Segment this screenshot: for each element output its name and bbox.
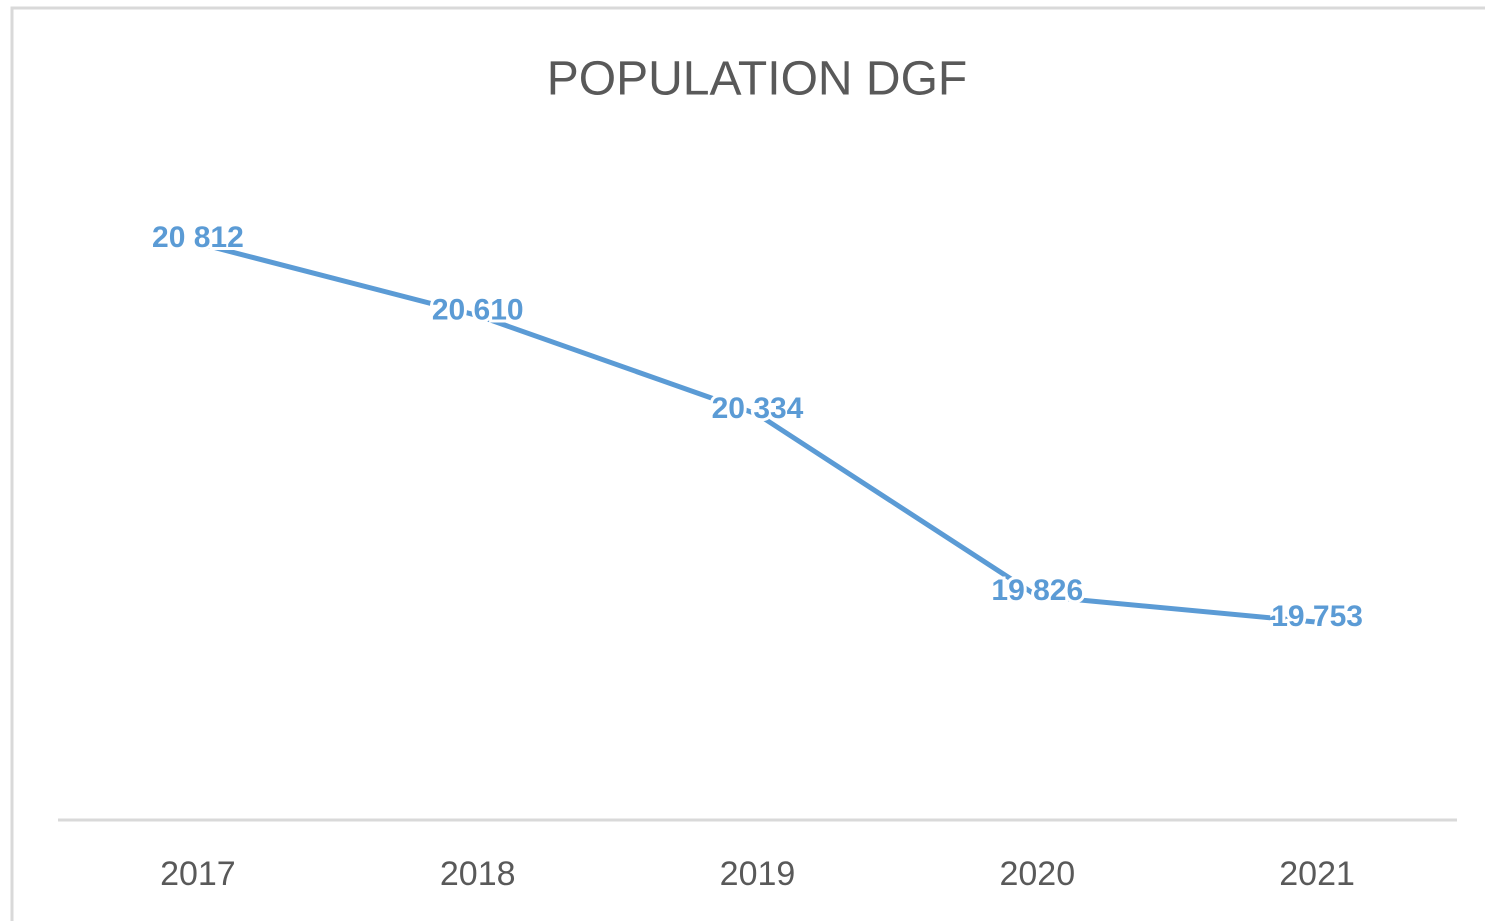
- data-label: 20 334: [712, 392, 804, 425]
- chart-border: [10, 6, 1485, 921]
- x-tick-label: 2019: [720, 855, 796, 893]
- chart-title: POPULATION DGF: [547, 53, 968, 106]
- x-tick-label: 2021: [1279, 855, 1355, 893]
- x-tick-label: 2018: [440, 855, 516, 893]
- data-label: 19 753: [1271, 600, 1363, 633]
- data-label: 20 812: [152, 221, 244, 254]
- x-tick-label: 2020: [999, 855, 1075, 893]
- x-tick-label: 2017: [160, 855, 236, 893]
- data-line: [197, 240, 1318, 625]
- data-label: 20 610: [432, 293, 524, 326]
- data-label: 19 826: [991, 574, 1083, 607]
